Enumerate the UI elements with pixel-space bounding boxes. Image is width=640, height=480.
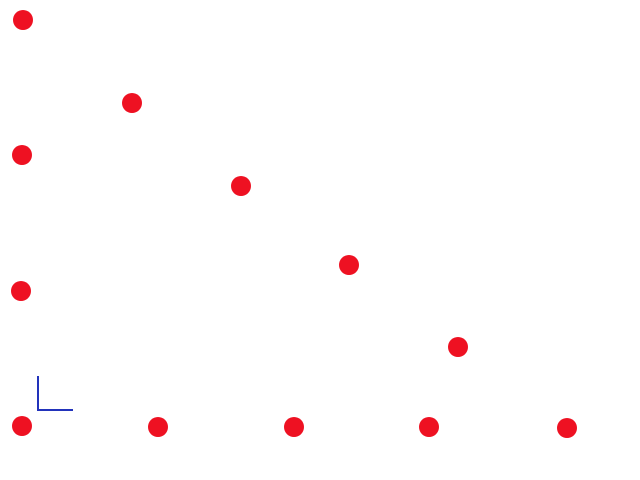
dot-left-2 — [12, 145, 32, 165]
dot-diagonal-2 — [231, 176, 251, 196]
dot-bottom-2 — [284, 417, 304, 437]
dot-left-4 — [12, 416, 32, 436]
dot-bottom-1 — [148, 417, 168, 437]
dot-left-3 — [11, 281, 31, 301]
dot-diagonal-4 — [448, 337, 468, 357]
dot-bottom-4 — [557, 418, 577, 438]
axis-corner-icon — [37, 376, 73, 411]
dot-diagonal-1 — [122, 93, 142, 113]
dot-left-1 — [13, 10, 33, 30]
dot-bottom-3 — [419, 417, 439, 437]
dot-diagonal-3 — [339, 255, 359, 275]
